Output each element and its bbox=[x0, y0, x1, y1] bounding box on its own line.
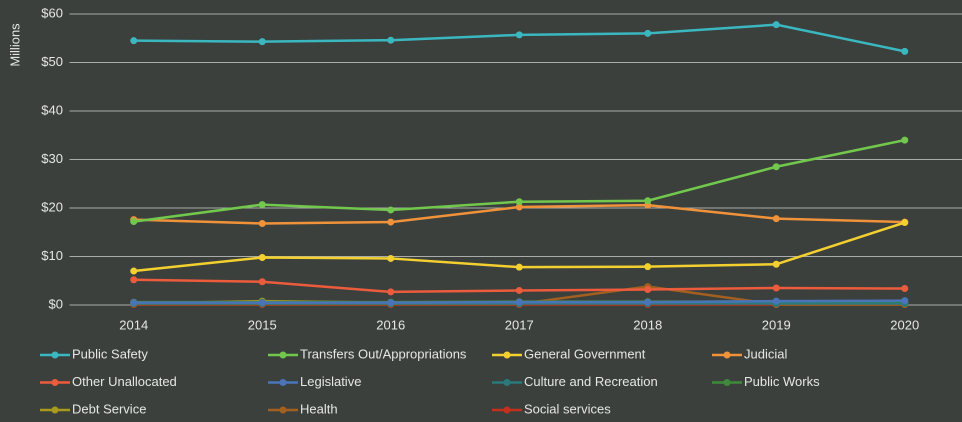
x-tick-label: 2017 bbox=[505, 317, 534, 332]
y-tick-label: $0 bbox=[49, 296, 63, 311]
data-point bbox=[901, 219, 909, 227]
data-point bbox=[644, 263, 652, 271]
legend-marker bbox=[723, 351, 731, 359]
data-point bbox=[258, 253, 266, 261]
data-point bbox=[258, 38, 266, 46]
legend-label: Legislative bbox=[300, 374, 361, 389]
data-point bbox=[258, 299, 266, 307]
data-point bbox=[130, 276, 138, 284]
legend-label: Social services bbox=[524, 401, 611, 416]
data-point bbox=[515, 198, 523, 206]
x-tick-label: 2015 bbox=[248, 317, 277, 332]
data-point bbox=[772, 260, 780, 268]
legend-marker bbox=[51, 351, 59, 359]
data-point bbox=[901, 47, 909, 55]
y-tick-label: $30 bbox=[41, 151, 63, 166]
legend-label: Public Safety bbox=[72, 346, 148, 361]
data-point bbox=[772, 284, 780, 292]
data-point bbox=[772, 297, 780, 305]
legend-label: Other Unallocated bbox=[72, 374, 177, 389]
legend-marker bbox=[279, 406, 287, 414]
data-point bbox=[644, 285, 652, 293]
y-tick-label: $60 bbox=[41, 5, 63, 20]
y-tick-label: $40 bbox=[41, 102, 63, 117]
data-point bbox=[901, 297, 909, 305]
legend-label: Debt Service bbox=[72, 401, 146, 416]
x-tick-label: 2014 bbox=[119, 317, 148, 332]
legend-label: Transfers Out/Appropriations bbox=[300, 346, 467, 361]
data-point bbox=[387, 218, 395, 226]
legend-marker bbox=[51, 406, 59, 414]
legend-label: Public Works bbox=[744, 374, 820, 389]
data-point bbox=[130, 267, 138, 275]
data-point bbox=[387, 288, 395, 296]
legend-label: General Government bbox=[524, 346, 646, 361]
legend-marker bbox=[51, 379, 59, 386]
legend-marker bbox=[279, 351, 287, 359]
data-point bbox=[130, 37, 138, 45]
legend-marker bbox=[279, 379, 287, 386]
y-tick-label: $20 bbox=[41, 199, 63, 214]
data-point bbox=[258, 220, 266, 228]
legend-label: Health bbox=[300, 401, 338, 416]
legend-label: Judicial bbox=[744, 346, 787, 361]
data-point bbox=[130, 218, 138, 226]
x-tick-label: 2020 bbox=[890, 317, 919, 332]
legend-marker bbox=[503, 406, 511, 414]
x-tick-label: 2018 bbox=[633, 317, 662, 332]
data-point bbox=[515, 31, 523, 39]
data-point bbox=[772, 215, 780, 223]
data-point bbox=[901, 136, 909, 144]
x-tick-label: 2019 bbox=[762, 317, 791, 332]
legend-label: Culture and Recreation bbox=[524, 374, 658, 389]
legend-marker bbox=[723, 379, 731, 386]
data-point bbox=[387, 36, 395, 44]
data-point bbox=[387, 254, 395, 262]
data-point bbox=[258, 201, 266, 209]
legend-marker bbox=[503, 351, 511, 359]
data-point bbox=[644, 298, 652, 306]
data-point bbox=[515, 298, 523, 306]
y-tick-label: $50 bbox=[41, 54, 63, 69]
data-point bbox=[515, 286, 523, 294]
data-point bbox=[258, 278, 266, 286]
data-point bbox=[644, 197, 652, 205]
data-point bbox=[387, 206, 395, 214]
data-point bbox=[387, 299, 395, 307]
data-point bbox=[772, 21, 780, 29]
legend-marker bbox=[503, 379, 511, 386]
data-point bbox=[515, 203, 523, 211]
data-point bbox=[130, 299, 138, 307]
y-tick-label: $10 bbox=[41, 248, 63, 263]
data-point bbox=[515, 263, 523, 271]
data-point bbox=[644, 29, 652, 37]
data-point bbox=[901, 285, 909, 293]
data-point bbox=[772, 163, 780, 171]
x-tick-label: 2016 bbox=[376, 317, 405, 332]
y-axis-label: Millions bbox=[7, 23, 22, 67]
